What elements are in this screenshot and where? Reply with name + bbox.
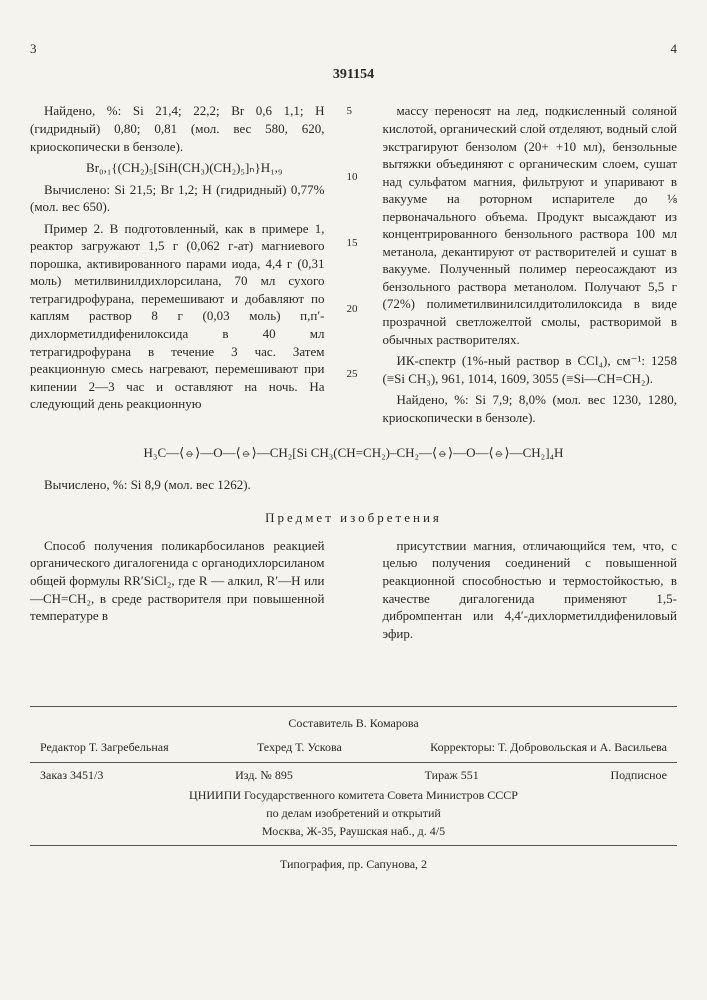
calculated-analysis: Вычислено: Si 21,5; Br 1,2; H (гидридный…	[30, 181, 325, 216]
organization-address: Москва, Ж-35, Раушская наб., д. 4/5	[30, 823, 677, 839]
print-run: Тираж 551	[425, 767, 479, 783]
example-2: Пример 2. В подготовленный, как в пример…	[30, 220, 325, 413]
corrector: Корректоры: Т. Добровольская и А. Василь…	[430, 739, 667, 755]
divider-2	[30, 845, 677, 846]
document-number: 391154	[30, 66, 677, 85]
line-number: 25	[347, 367, 361, 382]
line-number: 20	[347, 302, 361, 317]
right-column: массу переносят на лед, подкисленный сол…	[383, 102, 678, 430]
line-number: 10	[347, 170, 361, 185]
found-analysis: Найдено, %: Si 21,4; 22,2; Br 0,6 1,1; H…	[30, 102, 325, 155]
tech-editor: Техред Т. Ускова	[257, 739, 342, 755]
structural-formula: H₃C—⟨⦵⟩—O—⟨⦵⟩—CH₂[Si CH₃(CH=CH₂)–CH₂—⟨⦵⟩…	[30, 444, 677, 462]
claims-text-right: присутствии магния, отличающийся тем, чт…	[383, 537, 678, 642]
claims-right: присутствии магния, отличающийся тем, чт…	[383, 537, 678, 646]
organization-2: по делам изобретений и открытий	[30, 805, 677, 821]
page-num-right: 4	[671, 40, 678, 58]
line-number: 15	[347, 236, 361, 251]
organization-1: ЦНИИПИ Государственного комитета Совета …	[30, 787, 677, 803]
subscription: Подписное	[610, 767, 667, 783]
claims-left: Способ получения поликарбосиланов реакци…	[30, 537, 325, 646]
divider	[30, 706, 677, 707]
typography: Типография, пр. Сапунова, 2	[30, 856, 677, 872]
procedure-continued: массу переносят на лед, подкисленный сол…	[383, 102, 678, 348]
line-number: 5	[347, 104, 361, 119]
calculated-analysis-2: Вычислено, %: Si 8,9 (мол. вес 1262).	[30, 476, 677, 494]
ir-spectrum: ИК-спектр (1%-ный раствор в CCl₄), см⁻¹:…	[383, 352, 678, 387]
found-analysis-2: Найдено, %: Si 7,9; 8,0% (мол. вес 1230,…	[383, 391, 678, 426]
claims-text-left: Способ получения поликарбосиланов реакци…	[30, 537, 325, 625]
formula-1: Br₀,₁{(CH₂)₅[SiH(CH₃)(CH₂)₅]ₙ}H₁,₉	[30, 159, 325, 177]
footer: Составитель В. Комарова Редактор Т. Загр…	[30, 715, 677, 872]
page-num-left: 3	[30, 40, 37, 58]
left-column: Найдено, %: Si 21,4; 22,2; Br 0,6 1,1; H…	[30, 102, 325, 430]
order-number: Заказ 3451/3	[40, 767, 103, 783]
compiler: Составитель В. Комарова	[30, 715, 677, 731]
edition-number: Изд. № 895	[235, 767, 293, 783]
editor: Редактор Т. Загребельная	[40, 739, 169, 755]
line-numbers: 5 10 15 20 25	[347, 102, 361, 430]
claims-heading: Предмет изобретения	[30, 509, 677, 527]
